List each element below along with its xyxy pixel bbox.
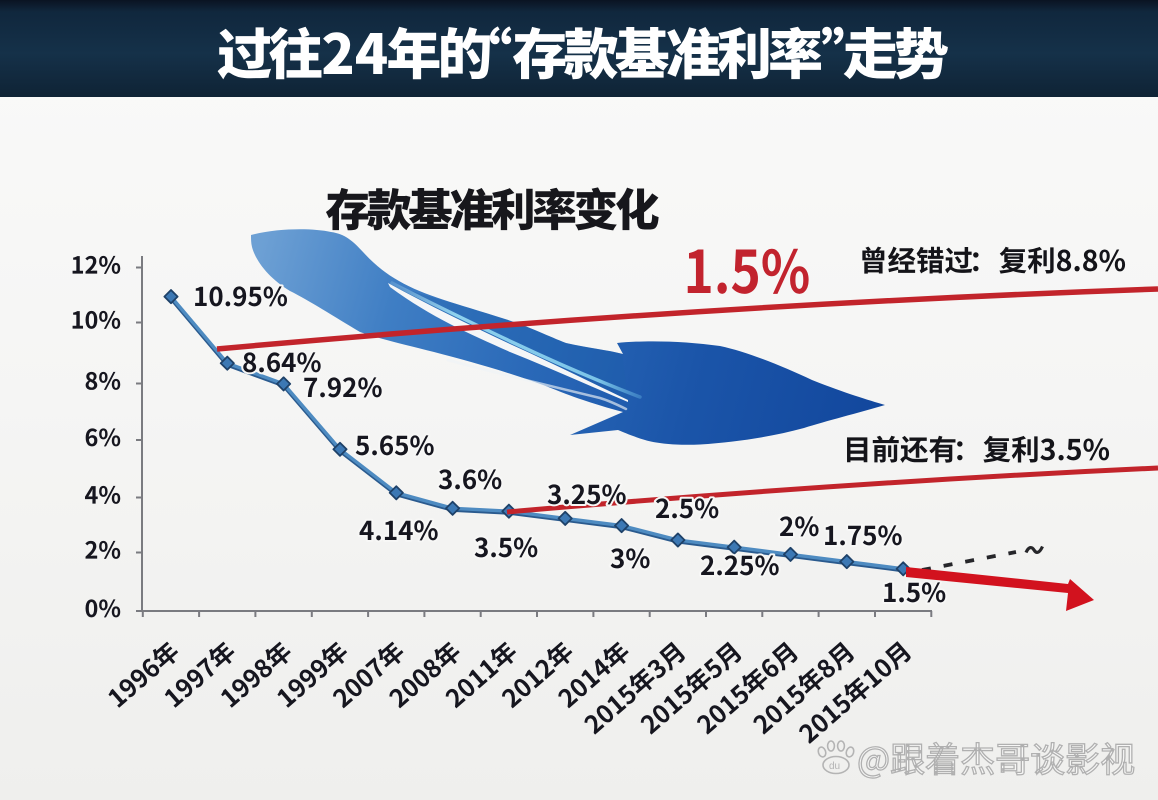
svg-text:du: du [829,761,840,772]
